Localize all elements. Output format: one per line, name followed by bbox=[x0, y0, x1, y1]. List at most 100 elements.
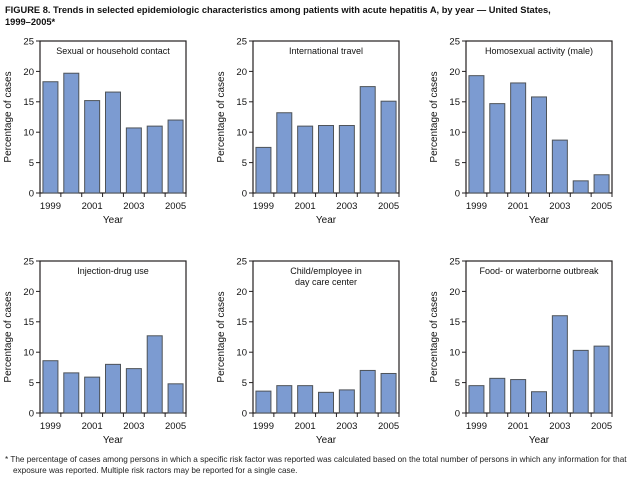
bar-2005 bbox=[593, 345, 610, 414]
bar-2001 bbox=[510, 379, 527, 414]
y-tick-label: 0 bbox=[29, 409, 34, 420]
y-tick-label: 15 bbox=[449, 97, 460, 108]
figure-footnote: * The percentage of cases among persons … bbox=[0, 450, 640, 476]
chart-title: Food- or waterborne outbreak bbox=[479, 266, 599, 276]
x-tick-label: 1999 bbox=[253, 421, 274, 432]
bar-2005 bbox=[593, 174, 610, 194]
x-tick-label: 2003 bbox=[549, 421, 570, 432]
x-tick-label: 1999 bbox=[40, 201, 61, 212]
bar-1999 bbox=[255, 147, 272, 194]
x-tick-label: 2001 bbox=[82, 201, 103, 212]
bar-2001 bbox=[297, 125, 314, 194]
chart-panel-international-travel: 0 5 10 15 20 25 1999 2001 2003 2005 International … bbox=[213, 32, 426, 230]
bar-chart-international-travel: 0 5 10 15 20 25 1999 2001 2003 2005 International … bbox=[216, 37, 400, 226]
x-tick-label: 2005 bbox=[378, 421, 399, 432]
bar-2003 bbox=[551, 315, 568, 414]
x-tick-label: 2003 bbox=[336, 421, 357, 432]
y-tick-label: 10 bbox=[449, 348, 460, 359]
x-tick-label: 2001 bbox=[295, 421, 316, 432]
bar-2003 bbox=[338, 389, 355, 414]
bar-2000 bbox=[276, 112, 293, 194]
x-axis-title: Year bbox=[529, 215, 550, 226]
plot-frame bbox=[465, 260, 613, 414]
x-tick-label: 1999 bbox=[466, 421, 487, 432]
y-tick-label: 25 bbox=[23, 37, 34, 48]
y-axis-title: Percentage of cases bbox=[429, 292, 440, 383]
charts-grid: 0 5 10 15 20 25 1999 2001 2003 2005 Sexual or hous… bbox=[0, 32, 640, 450]
chart-title: Injection-drug use bbox=[77, 266, 149, 276]
x-tick-label: 2005 bbox=[591, 421, 612, 432]
figure-title: FIGURE 8. Trends in selected epidemiolog… bbox=[0, 0, 640, 28]
chart-title: Child/employee in bbox=[290, 266, 362, 276]
bar-2004 bbox=[572, 180, 589, 194]
y-tick-label: 0 bbox=[29, 189, 34, 200]
bar-1999 bbox=[42, 81, 59, 194]
chart-title: International travel bbox=[289, 46, 363, 56]
x-axis-title: Year bbox=[529, 435, 550, 446]
y-tick-label: 25 bbox=[449, 257, 460, 268]
chart-title: day care center bbox=[295, 277, 357, 287]
bar-2004 bbox=[572, 350, 589, 414]
x-axis-title: Year bbox=[316, 215, 337, 226]
bar-chart-sexual-or-household-contact: 0 5 10 15 20 25 1999 2001 2003 2005 Sexual or hous… bbox=[3, 37, 187, 226]
bar-2005 bbox=[167, 119, 184, 194]
bar-2002 bbox=[318, 125, 334, 194]
bar-2002 bbox=[531, 96, 547, 194]
x-tick-label: 2005 bbox=[591, 201, 612, 212]
bar-2001 bbox=[510, 82, 527, 194]
x-axis-title: Year bbox=[316, 435, 337, 446]
y-tick-label: 25 bbox=[23, 257, 34, 268]
bar-2004 bbox=[146, 335, 163, 414]
bar-2004 bbox=[359, 86, 376, 194]
y-tick-label: 5 bbox=[455, 158, 460, 169]
bar-2002 bbox=[105, 364, 121, 414]
y-tick-label: 10 bbox=[236, 348, 247, 359]
bar-2001 bbox=[84, 376, 101, 414]
y-tick-label: 5 bbox=[29, 158, 34, 169]
chart-panel-sexual-or-household-contact: 0 5 10 15 20 25 1999 2001 2003 2005 Sexual or hous… bbox=[0, 32, 213, 230]
bar-2003 bbox=[125, 368, 142, 414]
bar-1999 bbox=[468, 75, 485, 194]
y-tick-label: 10 bbox=[23, 348, 34, 359]
y-axis-title: Percentage of cases bbox=[216, 292, 227, 383]
footnote-marker: * bbox=[5, 455, 9, 465]
bar-2001 bbox=[297, 385, 314, 414]
y-tick-label: 25 bbox=[449, 37, 460, 48]
chart-panel-food-or-waterborne-outbreak: 0 5 10 15 20 25 1999 2001 2003 2005 Food- or water… bbox=[426, 252, 640, 450]
chart-panel-injection-drug-use: 0 5 10 15 20 25 1999 2001 2003 2005 Injection-drug… bbox=[0, 252, 213, 450]
bar-2000 bbox=[489, 103, 506, 194]
y-axis-title: Percentage of cases bbox=[3, 72, 14, 163]
x-tick-label: 2003 bbox=[123, 421, 144, 432]
y-tick-label: 5 bbox=[242, 158, 247, 169]
x-tick-label: 2003 bbox=[123, 201, 144, 212]
y-tick-label: 10 bbox=[449, 128, 460, 139]
y-tick-label: 5 bbox=[29, 378, 34, 389]
bar-2003 bbox=[125, 127, 142, 194]
x-tick-label: 1999 bbox=[253, 201, 274, 212]
y-tick-label: 10 bbox=[23, 128, 34, 139]
y-tick-label: 0 bbox=[242, 409, 247, 420]
x-tick-label: 2005 bbox=[165, 421, 186, 432]
bar-1999 bbox=[468, 385, 485, 414]
x-axis-title: Year bbox=[103, 215, 124, 226]
y-tick-label: 20 bbox=[236, 67, 247, 78]
y-axis-title: Percentage of cases bbox=[216, 72, 227, 163]
y-tick-label: 25 bbox=[236, 37, 247, 48]
x-tick-label: 2003 bbox=[336, 201, 357, 212]
y-tick-label: 20 bbox=[236, 287, 247, 298]
x-tick-label: 2001 bbox=[508, 421, 529, 432]
bar-1999 bbox=[42, 360, 59, 414]
bar-2004 bbox=[146, 125, 163, 194]
x-axis-title: Year bbox=[103, 435, 124, 446]
footnote-text: The percentage of cases among persons in… bbox=[10, 455, 627, 475]
bar-2000 bbox=[63, 372, 80, 414]
x-tick-label: 2005 bbox=[165, 201, 186, 212]
y-tick-label: 15 bbox=[236, 317, 247, 328]
bar-2002 bbox=[531, 391, 547, 414]
y-tick-label: 20 bbox=[23, 287, 34, 298]
y-tick-label: 20 bbox=[449, 67, 460, 78]
x-tick-label: 2001 bbox=[295, 201, 316, 212]
y-tick-label: 0 bbox=[455, 409, 460, 420]
bar-1999 bbox=[255, 390, 272, 414]
bar-chart-homosexual-activity-male: 0 5 10 15 20 25 1999 2001 2003 2005 Homosexual act… bbox=[429, 37, 613, 226]
